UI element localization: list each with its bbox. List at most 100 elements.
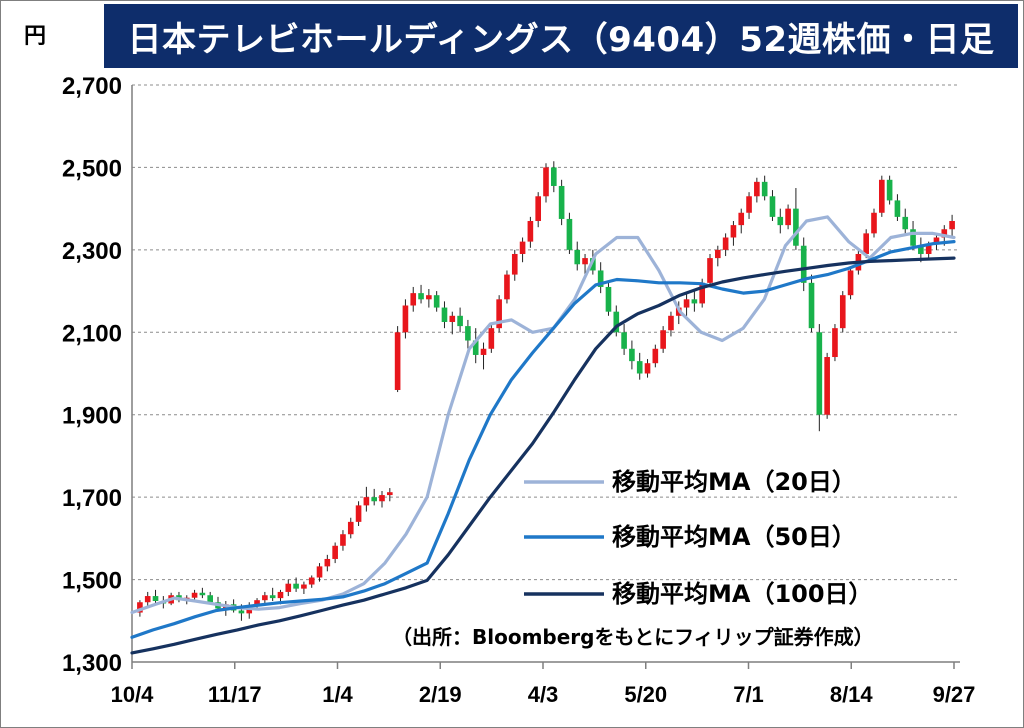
- x-axis-ticks: 10/4 11/17 1/4 2/19 4/3 5/20 7/1 8/14 9/27: [111, 662, 976, 707]
- candle-body: [394, 332, 401, 390]
- candle-body: [316, 566, 323, 578]
- candle-body: [832, 328, 838, 358]
- candle-body: [379, 495, 385, 502]
- candle-body: [847, 270, 854, 296]
- candle-body: [410, 293, 417, 306]
- y-tick-label: 2,500: [62, 155, 122, 182]
- candle-body: [871, 212, 877, 234]
- candle-body: [699, 282, 706, 304]
- candle-body: [504, 274, 510, 300]
- legend-label: 移動平均MA（50日）: [612, 523, 856, 551]
- candle-body: [785, 208, 791, 226]
- candle-body: [488, 328, 495, 349]
- x-tick-label: 4/3: [528, 682, 559, 707]
- y-tick-label: 1,300: [62, 650, 122, 677]
- candle-body: [426, 295, 432, 300]
- candle-body: [590, 258, 596, 271]
- candle-body: [910, 229, 916, 246]
- candle-body: [629, 348, 635, 362]
- candle-body: [824, 357, 830, 415]
- candle-body: [472, 340, 479, 355]
- y-tick-label: 2,700: [62, 73, 122, 100]
- candle-body: [519, 241, 526, 254]
- ma-line-2: [130, 240, 956, 639]
- candle-body: [527, 221, 534, 242]
- candle-body: [496, 299, 502, 329]
- candle-body: [839, 295, 846, 329]
- candle-body: [441, 307, 448, 322]
- candle-body: [886, 179, 893, 201]
- candle-body: [511, 253, 518, 275]
- candle-body: [535, 196, 542, 222]
- candle-body: [933, 237, 940, 244]
- candle-body: [301, 584, 307, 589]
- legend-label: 移動平均MA（100日）: [612, 580, 873, 608]
- x-tick-label: 11/17: [208, 682, 262, 707]
- candle-body: [433, 295, 440, 308]
- candle-body: [605, 286, 612, 312]
- y-axis-unit: 円: [24, 24, 47, 49]
- x-tick-label: 5/20: [624, 682, 667, 707]
- candle-body: [644, 363, 651, 374]
- candle-body: [925, 243, 932, 254]
- candle-body: [402, 305, 409, 333]
- candle-body: [262, 595, 268, 601]
- candle-body: [761, 181, 768, 197]
- candle-body: [550, 167, 557, 186]
- x-tick-label: 9/27: [933, 682, 976, 707]
- x-tick-label: 2/19: [419, 682, 462, 707]
- candle-body: [566, 218, 573, 250]
- y-tick-label: 2,100: [62, 320, 122, 347]
- candle-body: [668, 315, 674, 331]
- candle-body: [894, 200, 901, 217]
- candle-body: [355, 505, 362, 522]
- ma-line-1: [130, 215, 956, 615]
- candle-body: [816, 332, 823, 415]
- candle-body: [480, 348, 487, 355]
- candle-body: [191, 592, 198, 598]
- y-tick-label: 1,500: [62, 568, 122, 595]
- candle-body: [949, 221, 955, 230]
- candle-body: [363, 497, 370, 506]
- candle-body: [746, 196, 752, 213]
- candle-body: [347, 521, 354, 535]
- candle-body: [324, 558, 331, 567]
- candle-body: [800, 245, 807, 283]
- x-tick-label: 8/14: [830, 682, 874, 707]
- candle-body: [371, 497, 378, 502]
- candle-body: [941, 229, 948, 238]
- candle-body: [308, 577, 315, 585]
- candle-body: [754, 181, 760, 197]
- candle-body: [558, 185, 565, 219]
- candle-body: [254, 600, 260, 606]
- candle-body: [137, 602, 143, 613]
- source-note: （出所：Bloombergをもとにフィリップ証券作成）: [392, 625, 874, 649]
- candle-body: [152, 596, 159, 602]
- legend-label: 移動平均MA（20日）: [612, 468, 856, 496]
- y-tick-label: 2,300: [62, 238, 122, 265]
- candle-body: [457, 315, 463, 327]
- candle-body: [769, 196, 776, 217]
- x-tick-label: 7/1: [733, 682, 764, 707]
- ma-line-3: [130, 256, 956, 655]
- moving-average-lines: [130, 215, 956, 655]
- candle-body: [465, 326, 471, 341]
- candle-body: [902, 216, 909, 230]
- candle-body: [386, 492, 393, 496]
- candle-body: [621, 332, 627, 349]
- candle-body: [144, 596, 151, 603]
- candle-body: [636, 361, 643, 374]
- candle-body: [543, 167, 549, 197]
- candle-body: [714, 249, 721, 259]
- candle-body: [332, 545, 338, 559]
- candle-body: [878, 179, 885, 213]
- candle-body: [277, 591, 284, 599]
- candle-body: [269, 595, 276, 599]
- candle-body: [660, 330, 666, 349]
- candle-body: [597, 270, 604, 287]
- candle-body: [730, 225, 737, 238]
- candle-body: [449, 315, 456, 322]
- candle-body: [574, 249, 581, 265]
